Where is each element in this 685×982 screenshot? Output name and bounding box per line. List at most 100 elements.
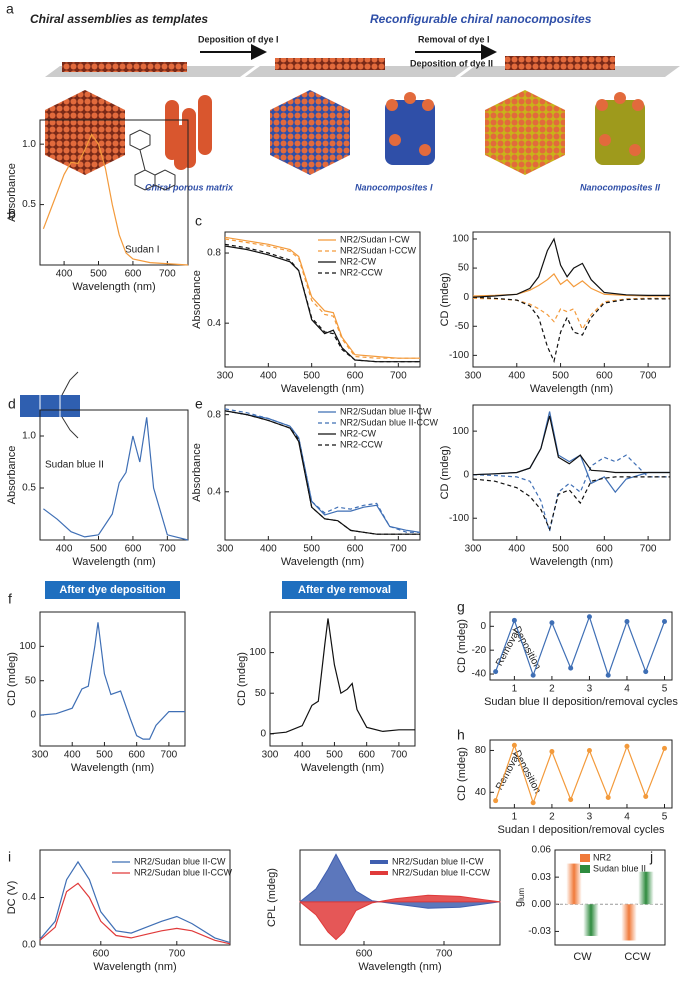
x-tick-label: 400 xyxy=(508,371,525,382)
x-axis-label: Sudan blue II deposition/removal cycles xyxy=(484,696,678,708)
legend-label: NR2/Sudan I-CW xyxy=(340,234,410,244)
y-tick-label: 0.5 xyxy=(22,199,36,210)
film xyxy=(275,58,385,70)
title-box xyxy=(45,581,180,599)
y-axis-label: DC (V) xyxy=(6,881,18,915)
molecule-sudan-blue xyxy=(20,371,80,439)
y-tick-label: 100 xyxy=(452,426,469,437)
area xyxy=(299,894,501,941)
point xyxy=(568,797,574,803)
point xyxy=(605,795,611,801)
x-axis-label: Wavelength (nm) xyxy=(71,762,154,774)
legend-swatch xyxy=(580,865,590,873)
line xyxy=(224,410,421,533)
x-axis-label: Wavelength (nm) xyxy=(358,961,441,973)
line xyxy=(39,622,185,740)
line xyxy=(42,133,189,266)
y-axis-label: Absorbance xyxy=(191,270,203,329)
x-tick-label: 600 xyxy=(92,949,109,960)
line xyxy=(224,410,420,535)
y-tick-label: 0 xyxy=(30,710,36,721)
chart-title: After dye deposition xyxy=(59,584,166,596)
legend-label: NR2-CCW xyxy=(340,267,383,277)
x-axis-label: Wavelength (nm) xyxy=(530,383,613,395)
plot-frame xyxy=(269,611,416,747)
x-tick-label: 300 xyxy=(217,371,234,382)
line xyxy=(224,410,420,535)
x-tick-label: 600 xyxy=(596,371,613,382)
x-tick-label: 700 xyxy=(161,750,178,761)
y-tick-label: 0 xyxy=(463,469,469,480)
x-tick-label: 400 xyxy=(64,750,81,761)
x-tick-label: 400 xyxy=(56,269,73,280)
x-tick-label: 600 xyxy=(125,269,142,280)
x-tick-label: 700 xyxy=(168,949,185,960)
point xyxy=(586,747,592,753)
x-tick-label: 600 xyxy=(356,949,373,960)
y-axis-label: CD (mdeg) xyxy=(439,273,451,327)
x-tick-label: 600 xyxy=(596,544,613,555)
plot-frame xyxy=(224,404,421,541)
line xyxy=(224,238,420,359)
x-tick-label: 700 xyxy=(390,371,407,382)
x-tick-label: 600 xyxy=(358,750,375,761)
x-tick-label: 500 xyxy=(90,544,107,555)
molecule-sudan-i xyxy=(129,129,176,191)
plot-frame xyxy=(39,611,186,747)
x-tick-label: 1 xyxy=(512,684,518,695)
matrix xyxy=(270,90,350,175)
film xyxy=(505,56,615,70)
y-axis-label: CD (mdeg) xyxy=(236,652,248,706)
y-axis-label: CD (mdeg) xyxy=(6,652,18,706)
point xyxy=(493,798,499,804)
y-tick-label: 0.5 xyxy=(22,483,36,494)
plot-frame xyxy=(39,119,189,266)
line xyxy=(472,415,670,476)
y-axis-label: CD (mdeg) xyxy=(456,747,468,801)
plot-frame xyxy=(299,849,501,946)
x-tick-label: 4 xyxy=(624,684,630,695)
y-tick-label: 1.0 xyxy=(22,431,36,442)
x-tick-label: 600 xyxy=(125,544,142,555)
legend-label: NR2/Sudan I-CCW xyxy=(340,245,417,255)
panel-label: h xyxy=(457,727,465,743)
legend-label: NR2/Sudan blue II-CW xyxy=(392,856,484,866)
x-tick-label: 400 xyxy=(260,371,277,382)
x-tick-label: 700 xyxy=(159,544,176,555)
line xyxy=(472,297,670,331)
legend-label: NR2-CW xyxy=(340,256,377,266)
y-tick-label: 0.06 xyxy=(532,845,552,856)
legend-label: NR2/Sudan blue II-CCW xyxy=(134,867,233,877)
y-tick-label: -40 xyxy=(472,669,487,680)
caption: Chiral porous matrix xyxy=(145,182,234,192)
y-axis-label: glum xyxy=(513,888,526,907)
plot-frame xyxy=(224,231,421,368)
x-tick-label: 500 xyxy=(90,269,107,280)
x-tick-label: 600 xyxy=(128,750,145,761)
tubes xyxy=(165,95,212,170)
legend-label: NR2/Sudan blue II-CCW xyxy=(392,867,491,877)
x-axis-label: Wavelength (nm) xyxy=(72,281,155,293)
x-tick-label: 5 xyxy=(662,812,668,823)
line xyxy=(224,243,420,363)
point xyxy=(493,669,499,675)
annotation: Deposition xyxy=(511,625,543,672)
panel-label: d xyxy=(8,396,16,412)
x-axis-label: Wavelength (nm) xyxy=(301,762,384,774)
x-tick-label: 300 xyxy=(262,750,279,761)
y-tick-label: 40 xyxy=(475,787,487,798)
line xyxy=(269,618,415,735)
point xyxy=(586,614,592,620)
caption: Nanocomposites II xyxy=(580,182,661,192)
x-tick-label: 400 xyxy=(56,544,73,555)
y-axis-label: Absorbance xyxy=(6,163,18,222)
line xyxy=(39,860,231,944)
point xyxy=(605,672,611,678)
y-tick-label: 50 xyxy=(255,688,267,699)
point xyxy=(549,620,555,626)
y-tick-label: 1.0 xyxy=(22,139,36,150)
x-tick-label: 700 xyxy=(391,750,408,761)
x-tick-label: 300 xyxy=(465,371,482,382)
point xyxy=(568,665,574,671)
point xyxy=(530,672,536,678)
